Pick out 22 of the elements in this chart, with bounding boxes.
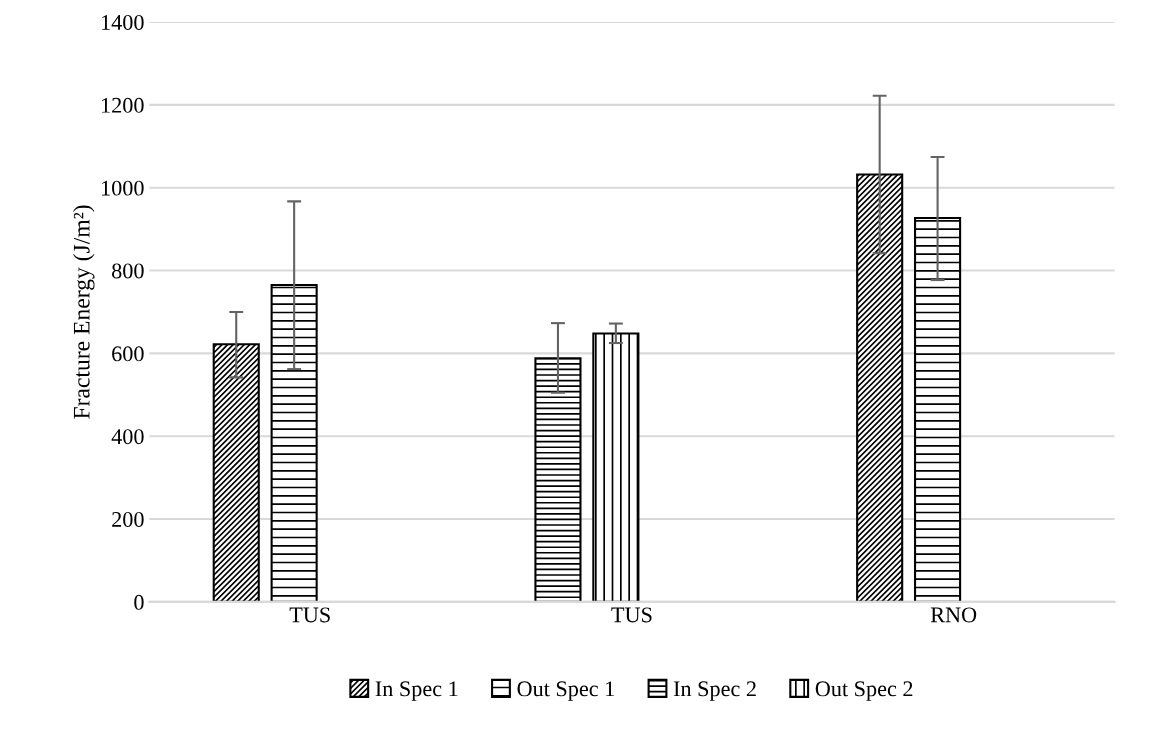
y-tick-label: 400 [111, 429, 144, 445]
legend-label: Out Spec 2 [815, 681, 913, 701]
bar [534, 357, 582, 602]
y-tick-label: 1200 [102, 97, 144, 113]
legend-label: In Spec 1 [375, 681, 458, 701]
y-tick-label: 200 [112, 511, 144, 527]
bar [914, 216, 962, 602]
y-tick-label: 600 [112, 346, 144, 362]
bar [592, 332, 640, 602]
bar [212, 343, 260, 602]
y-axis-title: Fracture Energy (J/m²) [73, 205, 95, 419]
bar [270, 283, 318, 602]
y-tick-label: 0 [134, 594, 144, 610]
y-tick-label: 800 [112, 263, 144, 279]
legend-label: In Spec 2 [673, 681, 756, 701]
legend-label: Out Spec 1 [517, 681, 614, 701]
y-tick-label: 1400 [102, 14, 144, 30]
x-tick-label: RNO [930, 607, 977, 623]
x-tick-label: TUS [611, 607, 652, 623]
bar [856, 173, 904, 602]
y-tick-label: 1000 [102, 180, 144, 196]
x-tick-label: TUS [289, 607, 330, 623]
